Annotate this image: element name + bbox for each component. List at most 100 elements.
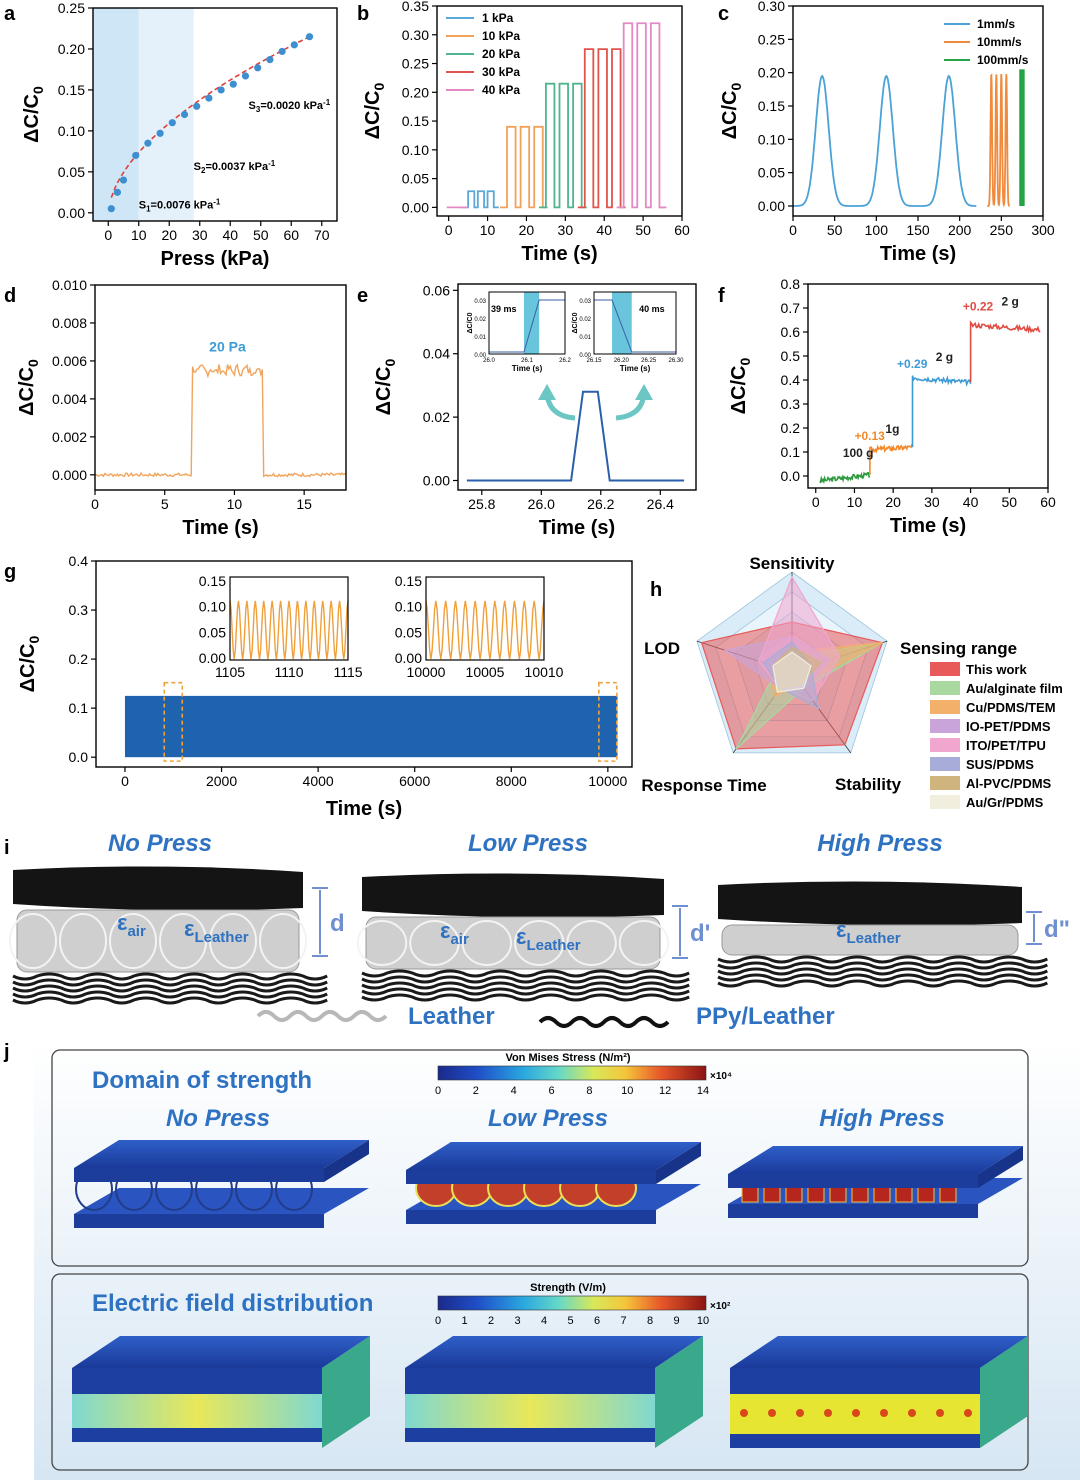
- data-point: [156, 129, 164, 137]
- inset-y-tick: 0.15: [395, 573, 422, 589]
- x-tick-label: 6000: [399, 773, 430, 789]
- inset-frame: [229, 576, 349, 661]
- field-hotspot: [768, 1409, 776, 1417]
- field-hotspot: [796, 1409, 804, 1417]
- inset-y-tick: 0.05: [199, 624, 226, 640]
- x-tick-label: 2000: [206, 773, 237, 789]
- x-tick-label: 200: [948, 222, 972, 238]
- step-annotation: 100 g: [843, 446, 874, 460]
- plot-frame: [94, 284, 347, 491]
- radar-axis-label: Stability: [835, 775, 902, 794]
- data-point: [217, 86, 225, 94]
- inset-y-tick: 0.02: [579, 317, 591, 323]
- radar-series: [772, 651, 812, 693]
- epsilon-label: εLeather: [516, 924, 581, 954]
- inset-x-tick: 10010: [525, 664, 564, 680]
- epsilon-label: εLeather: [184, 916, 249, 946]
- y-tick-label: 0.10: [758, 131, 785, 147]
- legend-label: This work: [966, 662, 1027, 677]
- inset-y-title: ΔC/C0: [572, 312, 579, 333]
- x-tick-label: 15: [296, 496, 312, 512]
- y-tick-label: 0.15: [58, 82, 85, 98]
- field-block-side: [655, 1336, 703, 1448]
- data-point: [168, 119, 176, 127]
- field-block-side: [322, 1336, 370, 1448]
- y-axis-title: ΔC/C0: [719, 82, 744, 139]
- inset-frame: [425, 576, 545, 661]
- x-tick-label: 10: [847, 494, 863, 510]
- chart-d: 0 5 10 15 0.000 0.002 0.004 0.006 0.008 0.010 Time…: [16, 277, 347, 539]
- fiber-loop: [461, 920, 512, 966]
- panel-letter-h: h: [650, 579, 662, 601]
- field-block-lower: [72, 1428, 322, 1442]
- x-axis-title: Time (s): [326, 798, 402, 820]
- inset-g-1: 0.00 0.05 0.10 0.15 1105 1110 1115: [199, 573, 363, 680]
- data-point: [132, 151, 140, 160]
- y-tick-label: 0.5: [781, 348, 801, 364]
- y-tick-label: 0.30: [402, 27, 429, 43]
- radar-axis-label: Response Time: [641, 776, 766, 795]
- colorbar-tick: 10: [621, 1085, 633, 1097]
- inset-y-tick: 0.05: [395, 624, 422, 640]
- field-region: [72, 1394, 322, 1428]
- plot-frame: [95, 560, 633, 768]
- data-point: [107, 205, 115, 213]
- y-tick-label: 0.00: [402, 199, 429, 215]
- inset-x-title: Time (s): [620, 364, 651, 373]
- y-tick-label: 0.05: [758, 165, 785, 181]
- field-block-upper: [405, 1368, 655, 1394]
- legend-ppy-label: PPy/Leather: [696, 1003, 835, 1030]
- colorbar-tick: 0: [435, 1315, 441, 1327]
- inset-line: [594, 299, 676, 353]
- fiber-loop: [59, 913, 107, 969]
- radar-axis-label: Sensitivity: [749, 554, 835, 573]
- chart-e: 25.8 26.0 26.2 26.4 0.00 0.02 0.04 0.06 Time (s)…: [373, 282, 697, 539]
- fiber-loop: [209, 913, 257, 969]
- x-tick-label: 10: [131, 227, 147, 243]
- x-tick-label: 4000: [303, 773, 334, 789]
- bottom-slab-front: [74, 1214, 324, 1228]
- pressure-annotation: 20 Pa: [209, 338, 246, 354]
- legend-swatch: [930, 738, 960, 752]
- inset-timing-label: 39 ms: [491, 304, 517, 314]
- y-axis-title: ΔC/C0: [16, 359, 41, 416]
- colorbar: [437, 1295, 707, 1311]
- signal-line: [466, 390, 685, 482]
- colorbar-exponent: ×10²: [710, 1301, 731, 1312]
- step-annotation: +0.13: [854, 429, 885, 443]
- epsilon-label: εair: [117, 910, 146, 940]
- step-annotation: 1g: [885, 422, 899, 436]
- inset-wave: [229, 600, 349, 660]
- y-tick-label: 0.20: [58, 41, 85, 57]
- inset-y-title: ΔC/C0: [467, 312, 474, 333]
- colorbar-tick: 3: [514, 1315, 520, 1327]
- x-tick-label: 0: [104, 227, 112, 243]
- fiber-loop: [9, 913, 57, 969]
- arrow-right-head: [635, 384, 653, 400]
- colorbar-tick: 2: [488, 1315, 494, 1327]
- colorbar-tick: 9: [673, 1315, 679, 1327]
- bottom-slab-front: [728, 1204, 978, 1218]
- fiber-loop: [409, 920, 460, 966]
- x-tick-label: 150: [906, 222, 930, 238]
- inset-frame: [593, 291, 677, 355]
- inset-y-tick: 0.03: [474, 299, 486, 305]
- panel-letter-g: g: [4, 561, 16, 583]
- fiber-loop: [159, 913, 207, 969]
- x-tick-label: 10000: [588, 773, 627, 789]
- colorbar-tick: 6: [594, 1315, 600, 1327]
- inset-x-title: Time (s): [512, 364, 543, 373]
- panel-letter-d: d: [4, 285, 16, 307]
- chart-f: 0 10 20 30 40 50 60 0.0 0.1 0.2 0.3 0.4 0.5 0.6 0.7 0.8…: [728, 276, 1056, 537]
- y-tick-label: 0.00: [423, 472, 450, 488]
- series-line-1mm: [793, 74, 977, 207]
- panel-i: No Press Low Press High Press εair εLeather ε…: [9, 830, 1070, 1030]
- data-point: [266, 56, 274, 64]
- colorbar-title: Von Mises Stress (N/m²): [505, 1052, 630, 1064]
- field-block-side: [980, 1336, 1028, 1448]
- x-tick-label: 26.2: [587, 496, 614, 512]
- legend-swatch: [930, 662, 960, 676]
- bottom-ppy-weave: [12, 996, 328, 1005]
- x-tick-label: 300: [1031, 222, 1055, 238]
